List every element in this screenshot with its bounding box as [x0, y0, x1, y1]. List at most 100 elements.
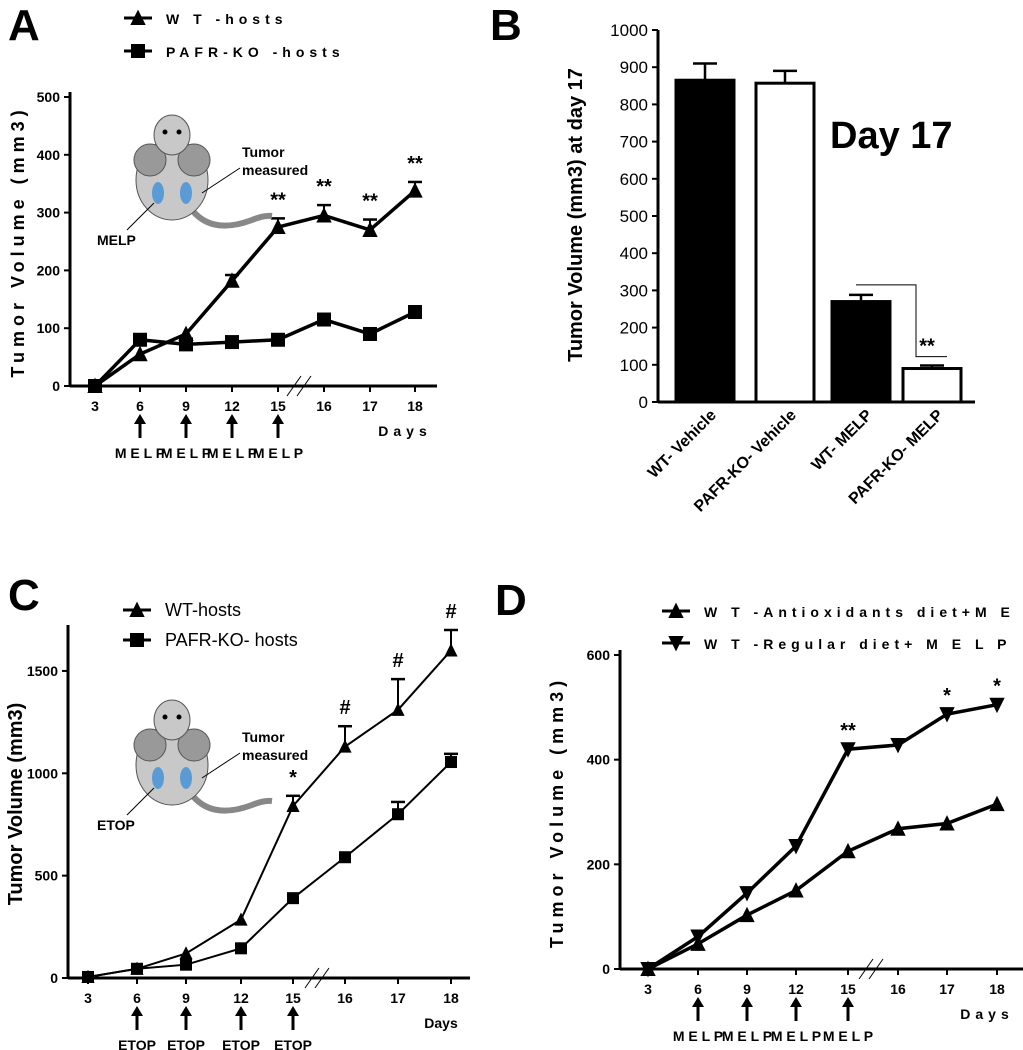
mouse-illustration: Tumor measured MELP — [97, 114, 308, 248]
y-tick-label: 1000 — [27, 765, 58, 781]
data-point — [317, 312, 331, 327]
series-line-1 — [87, 761, 452, 978]
data-point — [444, 643, 458, 657]
x-tick-label: 15 — [285, 990, 301, 1006]
significance-mark: ** — [316, 176, 332, 198]
legend-label: WT-hosts — [165, 600, 241, 620]
treatment-label: M E L P — [207, 445, 257, 461]
y-tick-label: 200 — [620, 319, 648, 338]
x-tick-label: WT- MELP — [808, 407, 876, 475]
tumor-site — [152, 182, 164, 204]
treatment-arrow-head-icon — [226, 414, 238, 424]
data-point — [82, 970, 94, 983]
x-axis-label: Days — [960, 1006, 1013, 1022]
data-point — [225, 335, 239, 350]
treatment-arrow-head-icon — [134, 414, 146, 424]
significance-mark: ** — [270, 189, 286, 211]
data-point — [989, 697, 1005, 714]
x-tick-label: 16 — [890, 981, 906, 997]
legend-marker — [130, 633, 144, 647]
y-axis-label: Tumor Volume (mm3) — [5, 703, 27, 906]
significance-mark: # — [445, 601, 456, 623]
y-axis-label: Tumor Volume (mm3) — [8, 105, 28, 377]
inset-label-measured: measured — [242, 162, 308, 178]
series-line-1 — [93, 310, 416, 388]
data-point — [178, 325, 194, 341]
x-tick-label: 3 — [91, 398, 99, 414]
x-tick-label: 12 — [788, 981, 804, 997]
inset-label-tumor: Tumor — [242, 144, 285, 160]
x-axis-label: Days — [424, 1015, 458, 1031]
significance-mark: # — [339, 697, 350, 719]
y-tick-label: 900 — [620, 58, 648, 77]
data-point — [739, 886, 755, 902]
mouse-head — [153, 114, 191, 156]
data-point — [640, 962, 656, 978]
x-tick-label: 17 — [390, 990, 406, 1006]
axis-break — [858, 958, 874, 980]
treatment-arrow-head-icon — [180, 414, 192, 424]
significance-mark: # — [392, 650, 403, 672]
y-tick-label: 500 — [35, 868, 59, 884]
axis-break — [296, 375, 312, 397]
bar-3 — [901, 367, 963, 404]
inset-label-measured: measured — [242, 747, 308, 763]
treatment-arrow-head-icon — [692, 997, 704, 1007]
y-tick-label: 1500 — [27, 663, 58, 679]
x-tick-label: 17 — [362, 398, 378, 414]
data-point — [234, 912, 248, 926]
x-tick-label: 6 — [136, 398, 144, 414]
treatment-arrow-head-icon — [790, 997, 802, 1007]
series-line-0 — [87, 649, 452, 978]
y-tick-label: 500 — [37, 89, 61, 105]
tumor-site — [180, 767, 192, 789]
legend-marker — [130, 9, 146, 25]
data-point — [445, 756, 457, 769]
treatment-arrow-head-icon — [842, 997, 854, 1007]
tumor-site — [152, 767, 164, 789]
x-tick-label: 9 — [182, 990, 190, 1006]
mouse-ear — [177, 143, 211, 177]
x-tick-label: 3 — [644, 981, 652, 997]
pointer-line — [126, 787, 155, 816]
significance-mark: * — [943, 685, 951, 707]
significance-mark: * — [289, 767, 297, 789]
x-tick-label: 17 — [939, 981, 955, 997]
data-point — [362, 221, 378, 237]
significance-mark: ** — [407, 153, 423, 175]
x-tick-label: 15 — [270, 398, 286, 414]
panel-label-D: D — [495, 576, 527, 625]
data-point — [989, 795, 1005, 812]
y-tick-label: 100 — [620, 356, 648, 375]
mouse-illustration: Tumor measured ETOP — [97, 699, 308, 833]
x-tick-label: 16 — [316, 398, 332, 414]
data-point — [88, 379, 102, 393]
y-tick-label: 0 — [50, 970, 58, 986]
data-point — [179, 946, 193, 960]
treatment-label: M E L P — [115, 445, 165, 461]
bar-2 — [830, 300, 892, 404]
panel-label-B: B — [490, 1, 522, 50]
data-point — [180, 958, 192, 971]
y-tick-label: 600 — [587, 647, 611, 663]
x-tick-label: 18 — [407, 398, 423, 414]
y-tick-label: 1000 — [610, 21, 648, 40]
y-tick-label: 100 — [37, 320, 61, 336]
treatment-arrow-head-icon — [287, 1006, 299, 1016]
x-tick-label: 6 — [133, 990, 141, 1006]
data-point — [235, 942, 247, 955]
legend-marker — [131, 44, 145, 58]
y-tick-label: 400 — [587, 752, 611, 768]
series-line-1 — [647, 702, 998, 971]
y-axis-label: Tumor Volume (mm3) — [547, 676, 567, 948]
y-tick-label: 0 — [602, 961, 610, 977]
x-tick-label: 12 — [233, 990, 249, 1006]
data-point — [391, 702, 405, 716]
inset-label-treatment: ETOP — [97, 817, 135, 833]
series-line-0 — [647, 802, 998, 971]
data-point — [179, 337, 193, 352]
treatment-label: ETOP — [167, 1037, 205, 1050]
x-tick-label: WT- Vehicle — [645, 407, 720, 482]
legend-marker — [129, 601, 145, 617]
axis-break — [868, 958, 884, 980]
